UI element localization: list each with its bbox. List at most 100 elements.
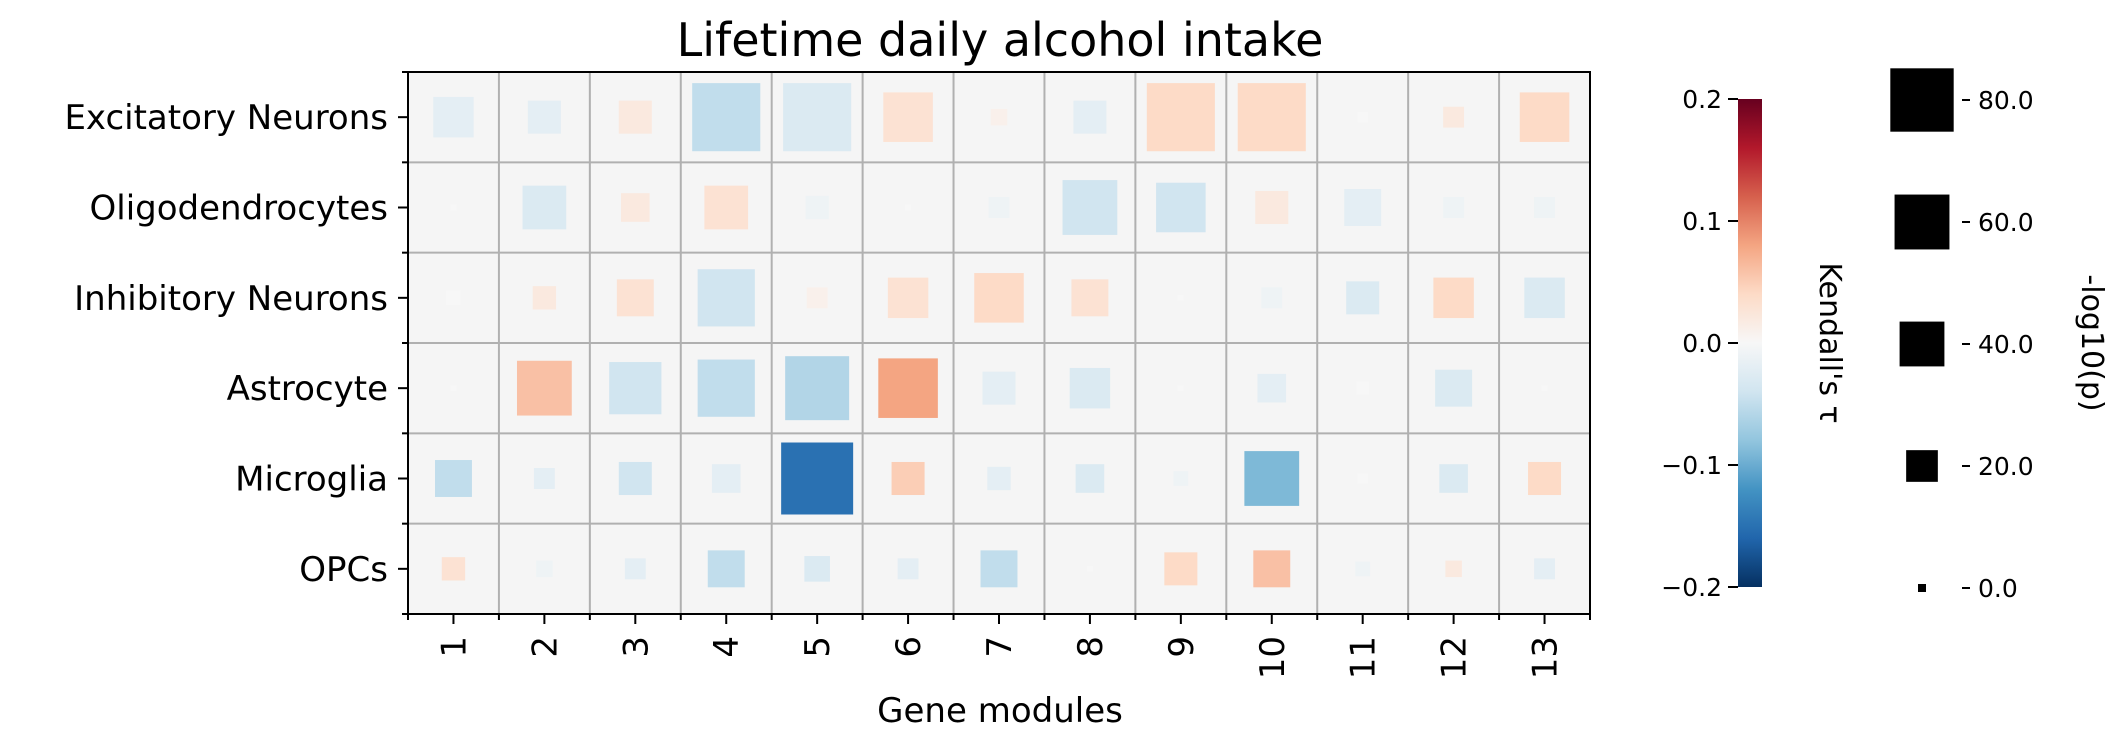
heatmap-cell <box>987 466 1011 491</box>
heatmap-cell <box>450 204 457 211</box>
heatmap-cell <box>1244 451 1300 506</box>
heatmap-cell <box>1062 180 1118 235</box>
heatmap-cell <box>704 185 749 230</box>
heatmap-cell <box>1173 471 1189 486</box>
size-legend-marker <box>1899 321 1945 367</box>
heatmap-cell <box>980 550 1018 588</box>
heatmap-cell <box>697 269 755 327</box>
heatmap-cell <box>527 100 561 134</box>
size-legend-tick-label: 40.0 <box>1978 330 2034 359</box>
heatmap-cell <box>522 185 567 230</box>
x-tick-label: 3 <box>616 636 656 658</box>
heatmap-cell <box>804 556 830 582</box>
heatmap-cell <box>878 358 938 418</box>
heatmap-cell <box>1255 190 1289 225</box>
heatmap-cell <box>1146 83 1215 152</box>
heatmap-cell <box>905 204 912 211</box>
heatmap-cell <box>697 359 755 417</box>
heatmap-cell <box>616 279 654 317</box>
heatmap-cell <box>707 550 745 588</box>
heatmap-cell <box>1356 381 1370 395</box>
size-legend-label: -log10(p) <box>2074 274 2109 411</box>
size-legend: 80.0 60.0 40.0 20.0 0.0 -log10(p) <box>1890 68 2109 603</box>
size-legend-marker <box>1890 68 1954 132</box>
heatmap-cell <box>1071 279 1109 317</box>
heatmap-cell <box>1528 461 1562 496</box>
heatmap-cell <box>1086 565 1093 572</box>
heatmap-cell <box>1261 287 1283 309</box>
heatmap-cell <box>982 371 1016 405</box>
heatmap-cell <box>1075 464 1105 493</box>
heatmap-cell <box>1069 367 1111 409</box>
x-tick-label: 13 <box>1526 636 1566 679</box>
heatmap-cell <box>711 464 741 493</box>
size-legend-tick-label: 20.0 <box>1978 452 2034 481</box>
y-tick-label: Microglia <box>235 460 388 500</box>
x-axis-label: Gene modules <box>877 691 1123 731</box>
size-legend-marker <box>1894 194 1950 250</box>
heatmap-cell <box>609 362 662 415</box>
x-tick-label: 10 <box>1253 636 1293 679</box>
heatmap-cell <box>1534 197 1555 218</box>
heatmap-cell <box>990 108 1008 126</box>
x-tick-label: 8 <box>1071 636 1111 658</box>
heatmap-cell <box>1439 464 1468 493</box>
x-tick-label: 5 <box>798 636 838 658</box>
x-tick-label: 7 <box>980 636 1020 658</box>
heatmap-cell <box>1435 369 1473 407</box>
heatmap-cell <box>1519 92 1570 142</box>
colorbar-tick-label: 0.1 <box>1682 207 1722 236</box>
heatmap-cell <box>618 100 652 134</box>
heatmap-cell <box>1344 189 1382 226</box>
colorbar-tick-label: 0.0 <box>1682 329 1722 358</box>
x-tick-label: 4 <box>707 636 747 658</box>
heatmap-cell <box>621 193 650 222</box>
y-tick-label: Inhibitory Neurons <box>74 279 388 319</box>
heatmap-cell <box>785 356 850 421</box>
colorbar-gradient <box>1738 99 1762 587</box>
heatmap-cell <box>1177 385 1184 392</box>
heatmap-cell <box>618 461 652 496</box>
heatmap-cell <box>1357 111 1368 123</box>
heatmap-cell <box>533 468 555 489</box>
heatmap-cell <box>805 195 829 220</box>
heatmap-cell <box>897 558 919 580</box>
heatmap-cell <box>1443 197 1465 218</box>
heatmap-cell <box>692 83 761 152</box>
size-legend-marker <box>1906 450 1938 482</box>
heatmap-cell <box>883 92 933 142</box>
heatmap-cell <box>891 461 925 496</box>
x-tick-label: 9 <box>1162 636 1202 658</box>
size-legend-tick-label: 0.0 <box>1978 574 2018 603</box>
x-tick-label: 6 <box>889 636 929 658</box>
heatmap-cell <box>1257 373 1287 403</box>
heatmap-cell <box>532 286 557 310</box>
heatmap-cell <box>1357 473 1368 484</box>
heatmap-cell <box>1156 182 1206 233</box>
heatmap-cell <box>887 277 929 319</box>
heatmap-cell <box>1534 558 1555 580</box>
y-tick-label: Astrocyte <box>227 369 388 409</box>
colorbar: 0.2 0.1 0.0 −0.1 −0.2 Kendall's τ <box>1661 85 1847 602</box>
heatmap-cell <box>450 385 457 392</box>
heatmap-cell <box>516 360 572 416</box>
colorbar-tick-label: −0.1 <box>1661 451 1722 480</box>
heatmap-cell <box>536 560 553 578</box>
heatmap-cell <box>1237 83 1306 152</box>
heatmap-cell <box>1177 294 1184 301</box>
heatmap-cell <box>781 442 854 515</box>
heatmap-cell <box>434 460 472 497</box>
y-tick-label: Excitatory Neurons <box>64 98 388 138</box>
heatmap-cell <box>1445 560 1462 578</box>
heatmap-cell <box>1524 277 1565 319</box>
heatmap-cell <box>1433 277 1474 319</box>
size-legend-tick-label: 60.0 <box>1978 208 2034 237</box>
heatmap-cell <box>806 287 828 309</box>
heatmap-cell <box>1346 281 1380 315</box>
colorbar-tick-label: 0.2 <box>1682 85 1722 114</box>
x-tick-label: 1 <box>434 636 474 658</box>
x-tick-label: 11 <box>1344 636 1384 679</box>
size-legend-tick-label: 80.0 <box>1978 86 2034 115</box>
